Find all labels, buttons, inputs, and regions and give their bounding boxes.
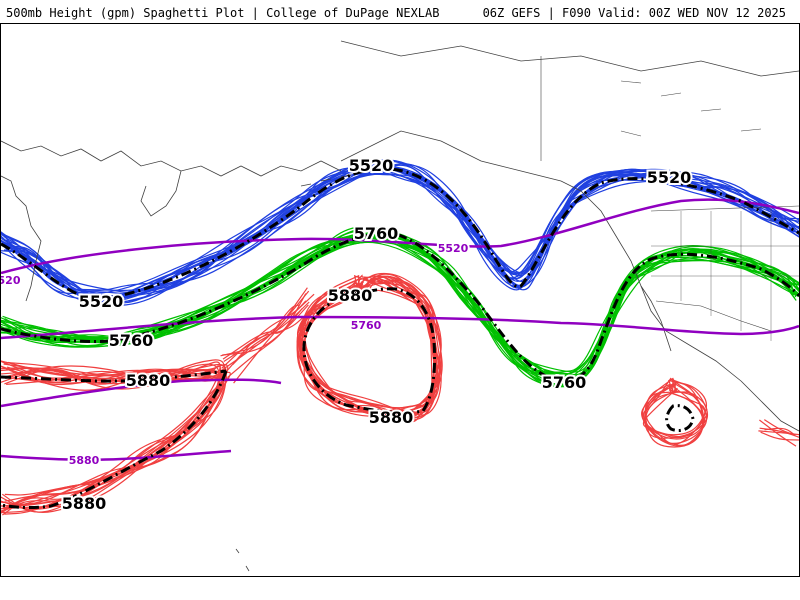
clim-5520-line [1, 198, 799, 275]
kamchatka [140, 170, 182, 217]
mean-label-5880: 5880 [62, 494, 107, 513]
alaska-coast [340, 130, 582, 192]
clim-label-5760: 5760 [351, 319, 382, 332]
mean-label-5760: 5760 [109, 331, 154, 350]
na-coast [580, 190, 799, 432]
ensemble-5760-member [6, 233, 799, 379]
clim-label-5880: 5880 [69, 454, 100, 467]
mexico-border [655, 300, 772, 332]
mean-label-5880: 5880 [369, 408, 414, 427]
ensemble-5880-east-member [764, 427, 796, 436]
header-bar: 500mb Height (gpm) Spaghetti Plot | Coll… [0, 0, 800, 24]
arctic-islands [620, 80, 762, 137]
mean-5880-line-west [1, 369, 227, 383]
mean-label-5520: 5520 [349, 156, 394, 175]
ensemble-5880-connector-member [233, 293, 315, 384]
mean-5880-line-trail [1, 370, 228, 510]
chart-title: 500mb Height (gpm) Spaghetti Plot | Coll… [6, 6, 440, 20]
mean-label-5760: 5760 [542, 373, 587, 392]
ensemble-5520-member [1, 163, 799, 292]
clim-5880-line-lower [1, 449, 232, 462]
arctic-coast [340, 40, 799, 77]
ensemble-5520-member [6, 172, 799, 298]
coastlines [1, 40, 799, 572]
ensemble-5880-connector-member [221, 315, 306, 369]
aleutians [300, 170, 372, 187]
clim-label-5520: 5520 [438, 242, 469, 255]
ensemble-5880-member [1, 369, 231, 513]
hawaii [235, 548, 250, 572]
ensemble-mean [1, 167, 799, 510]
ensemble-5880-east-member [760, 431, 799, 441]
ensemble-5880-loop-member [298, 275, 442, 423]
ensemble-5880-small-member [644, 379, 708, 436]
ensemble-5880-member [1, 365, 225, 507]
asia-coast-south [1, 175, 42, 302]
mean-label-5520: 5520 [79, 292, 124, 311]
mean-label-5880: 5880 [328, 286, 373, 305]
ensemble-5760-member [1, 239, 799, 387]
ensemble-5880-small-member [644, 382, 706, 439]
ensemble-5520-member [1, 164, 799, 297]
mean-5880-loop [302, 287, 437, 415]
ensemble-5880-member [1, 366, 225, 509]
ensemble-5880-member [1, 363, 225, 512]
ensemble-5880-loop-member [298, 276, 437, 421]
mean-5520-line [1, 167, 799, 301]
mean-5760-line [1, 231, 799, 383]
ensemble-5880-connector-member [220, 304, 300, 357]
run-valid-time: 06Z GEFS | F090 Valid: 00Z WED NOV 12 20… [482, 6, 786, 20]
spaghetti-map: 5520 5520 5520 5760 5760 5760 5880 5880 5880 5880… [1, 40, 799, 572]
ensemble-5880-small-member [644, 380, 709, 439]
ensemble-5880-member [4, 365, 222, 507]
ensemble-5880-member [1, 368, 223, 512]
ensemble-5760-member [3, 231, 795, 376]
ensemble-5880-member [1, 363, 229, 514]
asia-coast [1, 140, 342, 177]
ensemble-5880-member [1, 367, 224, 513]
ensemble-5880-member [1, 361, 227, 513]
contour-labels: 5520 5520 5520 5760 5760 5760 5880 5880 5880 5880… [1, 154, 693, 515]
ensemble-5880-small-member [642, 377, 704, 446]
ensemble-5880-east-member [759, 427, 799, 438]
baja [640, 285, 672, 352]
mean-label-5760: 5760 [354, 224, 399, 243]
clim-label-5520: 520 [1, 274, 21, 287]
ensemble-5760-member [2, 241, 797, 387]
ensemble-5880-connector-member [223, 290, 310, 363]
mean-label-5520: 5520 [647, 168, 692, 187]
ensemble-5880-east-member [763, 419, 796, 436]
ensemble-5520-member [1, 168, 799, 295]
mean-label-5880: 5880 [126, 371, 171, 390]
clim-5880-line-upper [1, 378, 282, 408]
map-panel: 5520 5520 5520 5760 5760 5760 5880 5880 5880 5880… [0, 23, 800, 577]
mean-5880-small-loop [665, 404, 695, 433]
